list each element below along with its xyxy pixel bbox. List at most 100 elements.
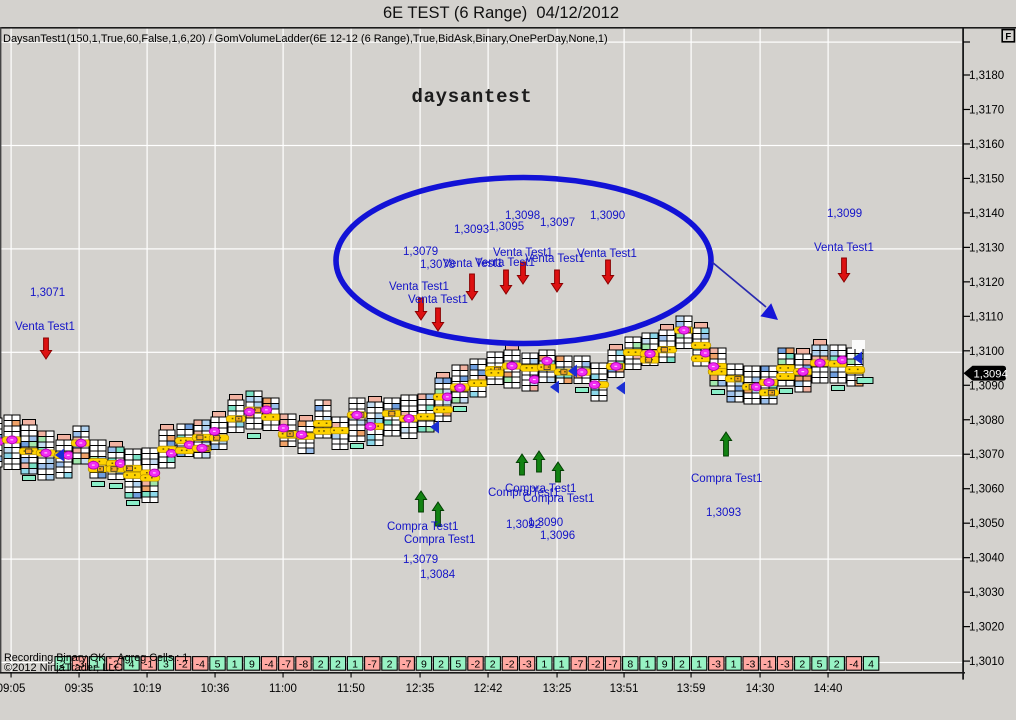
svg-text:2: 2 <box>679 658 685 670</box>
svg-text:1,3090: 1,3090 <box>590 210 625 222</box>
svg-text:-2: -2 <box>591 658 600 670</box>
svg-text:-4: -4 <box>849 658 858 670</box>
svg-text:10:19: 10:19 <box>133 683 162 695</box>
svg-text:1: 1 <box>541 658 547 670</box>
svg-text:1,3090: 1,3090 <box>528 517 563 529</box>
svg-text:1,3100: 1,3100 <box>969 346 1004 358</box>
svg-text:1,3094: 1,3094 <box>974 368 1008 380</box>
svg-text:-7: -7 <box>608 658 617 670</box>
svg-text:Compra Test1: Compra Test1 <box>523 493 594 505</box>
svg-text:-3: -3 <box>746 658 755 670</box>
svg-text:5: 5 <box>215 658 221 670</box>
svg-text:Compra Test1: Compra Test1 <box>505 483 576 495</box>
svg-text:1,3120: 1,3120 <box>969 277 1004 289</box>
svg-text:1,3090: 1,3090 <box>969 380 1004 392</box>
svg-text:1,3078: 1,3078 <box>420 259 455 271</box>
svg-text:5: 5 <box>455 658 461 670</box>
svg-text:Venta Test1: Venta Test1 <box>15 321 75 333</box>
svg-text:1,3096: 1,3096 <box>540 530 575 542</box>
svg-text:2: 2 <box>799 658 805 670</box>
svg-text:1,3010: 1,3010 <box>969 656 1004 668</box>
svg-text:9: 9 <box>662 658 668 670</box>
svg-text:1: 1 <box>559 658 565 670</box>
svg-text:12:35: 12:35 <box>406 683 435 695</box>
svg-text:Compra Test1: Compra Test1 <box>691 473 762 485</box>
svg-text:2: 2 <box>318 658 324 670</box>
svg-text:-4: -4 <box>264 658 273 670</box>
svg-text:Venta Test1: Venta Test1 <box>408 294 468 306</box>
svg-text:13:59: 13:59 <box>677 683 706 695</box>
svg-text:-2: -2 <box>505 658 514 670</box>
svg-text:1,3080: 1,3080 <box>969 415 1004 427</box>
svg-text:1,3160: 1,3160 <box>969 139 1004 151</box>
svg-text:1: 1 <box>232 658 238 670</box>
svg-text:Venta Test1: Venta Test1 <box>389 281 449 293</box>
svg-text:©2012 NinjaTrader, LLC: ©2012 NinjaTrader, LLC <box>4 662 122 674</box>
svg-text:13:51: 13:51 <box>610 683 639 695</box>
svg-text:1,3170: 1,3170 <box>969 104 1004 116</box>
svg-text:6E TEST (6 Range) 04/12/2012: 6E TEST (6 Range) 04/12/2012 <box>383 4 619 22</box>
svg-text:1,3092: 1,3092 <box>506 519 541 531</box>
svg-text:2: 2 <box>60 658 66 670</box>
svg-text:9: 9 <box>421 658 427 670</box>
svg-text:13:25: 13:25 <box>543 683 572 695</box>
svg-text:-3: -3 <box>712 658 721 670</box>
svg-text:-2: -2 <box>178 658 187 670</box>
svg-text:-7: -7 <box>402 658 411 670</box>
svg-text:DaysanTest1(150,1,True,60,Fals: DaysanTest1(150,1,True,60,False,1,6,20) … <box>3 33 608 45</box>
svg-text:1: 1 <box>696 658 702 670</box>
svg-text:-8: -8 <box>299 658 308 670</box>
svg-text:1,3180: 1,3180 <box>969 70 1004 82</box>
svg-text:Compra Test1: Compra Test1 <box>404 534 475 546</box>
svg-text:8: 8 <box>627 658 633 670</box>
svg-text:Venta Test1: Venta Test1 <box>577 248 637 260</box>
svg-text:1,3071: 1,3071 <box>30 287 65 299</box>
svg-text:-3: -3 <box>780 658 789 670</box>
svg-text:-1: -1 <box>144 658 153 670</box>
svg-text:Venta Test1: Venta Test1 <box>443 258 503 270</box>
svg-text:1,3030: 1,3030 <box>969 587 1004 599</box>
svg-text:14:40: 14:40 <box>814 683 843 695</box>
svg-text:daysantest: daysantest <box>412 86 533 108</box>
svg-text:3: 3 <box>163 658 169 670</box>
svg-text:-1: -1 <box>763 658 772 670</box>
svg-text:1,3097: 1,3097 <box>540 217 575 229</box>
svg-text:-3: -3 <box>75 658 84 670</box>
svg-text:1: 1 <box>645 658 651 670</box>
svg-text:Venta Test1: Venta Test1 <box>493 247 553 259</box>
svg-text:Compra Test1: Compra Test1 <box>488 487 559 499</box>
svg-text:11:50: 11:50 <box>337 683 365 695</box>
svg-text:1,3140: 1,3140 <box>969 208 1004 220</box>
svg-text:10:36: 10:36 <box>201 683 230 695</box>
svg-text:Venta Test1: Venta Test1 <box>475 257 535 269</box>
svg-text:1,3098: 1,3098 <box>505 210 540 222</box>
svg-text:1,3099: 1,3099 <box>827 208 862 220</box>
svg-text:-2: -2 <box>110 658 119 670</box>
svg-text:1,3084: 1,3084 <box>420 569 456 581</box>
svg-text:2: 2 <box>387 658 393 670</box>
svg-text:1: 1 <box>94 658 100 670</box>
svg-text:1,3070: 1,3070 <box>969 449 1004 461</box>
svg-text:1,3060: 1,3060 <box>969 484 1004 496</box>
svg-text:1,3040: 1,3040 <box>969 553 1004 565</box>
svg-text:1,3093: 1,3093 <box>706 507 741 519</box>
svg-text:Venta Test1: Venta Test1 <box>814 242 874 254</box>
svg-text:1,3079: 1,3079 <box>403 246 438 258</box>
svg-text:09:35: 09:35 <box>65 683 94 695</box>
svg-text:1,3050: 1,3050 <box>969 518 1004 530</box>
svg-text:4: 4 <box>129 658 135 670</box>
svg-text:12:42: 12:42 <box>474 683 503 695</box>
svg-text:-7: -7 <box>368 658 377 670</box>
svg-text:2: 2 <box>335 658 341 670</box>
svg-text:Compra Test1: Compra Test1 <box>387 521 458 533</box>
svg-text:2: 2 <box>834 658 840 670</box>
svg-text:1,3079: 1,3079 <box>403 554 438 566</box>
svg-text:1: 1 <box>731 658 737 670</box>
svg-text:-4: -4 <box>196 658 205 670</box>
svg-text:2: 2 <box>438 658 444 670</box>
svg-text:1,3150: 1,3150 <box>969 173 1004 185</box>
svg-text:Recording Binary OK - Agreg C: Recording Binary OK - Agreg Cells : 1 <box>4 652 188 664</box>
svg-text:F: F <box>1005 31 1011 42</box>
svg-text:-7: -7 <box>282 658 291 670</box>
svg-text:1: 1 <box>352 658 358 670</box>
